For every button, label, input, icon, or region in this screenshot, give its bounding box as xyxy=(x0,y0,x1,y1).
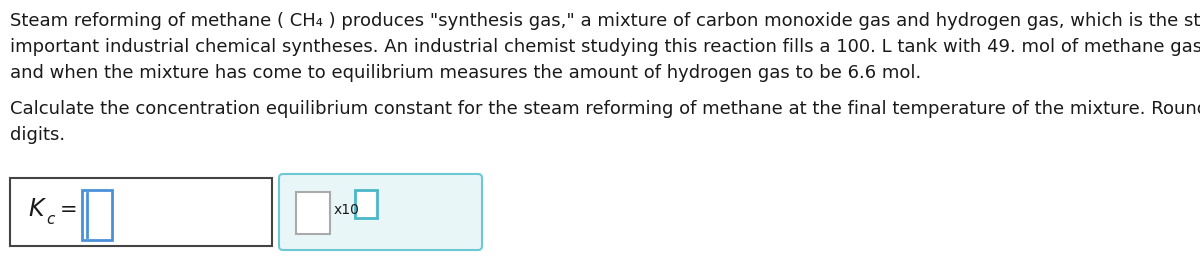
Text: digits.: digits. xyxy=(10,126,65,144)
Bar xyxy=(296,192,330,234)
Text: =: = xyxy=(60,200,78,220)
FancyBboxPatch shape xyxy=(278,174,482,250)
Bar xyxy=(355,190,377,218)
Text: important industrial chemical syntheses. An industrial chemist studying this rea: important industrial chemical syntheses.… xyxy=(10,38,1200,56)
Text: $\mathit{c}$: $\mathit{c}$ xyxy=(46,213,56,227)
Bar xyxy=(82,190,112,240)
Text: x10: x10 xyxy=(334,203,360,217)
Text: and when the mixture has come to equilibrium measures the amount of hydrogen gas: and when the mixture has come to equilib… xyxy=(10,64,922,82)
Text: Calculate the concentration equilibrium constant for the steam reforming of meth: Calculate the concentration equilibrium … xyxy=(10,100,1200,118)
Bar xyxy=(10,178,272,246)
Text: Steam reforming of methane ( CH₄ ) produces "synthesis gas," a mixture of carbon: Steam reforming of methane ( CH₄ ) produ… xyxy=(10,12,1200,30)
Text: $\mathit{K}$: $\mathit{K}$ xyxy=(28,198,47,221)
